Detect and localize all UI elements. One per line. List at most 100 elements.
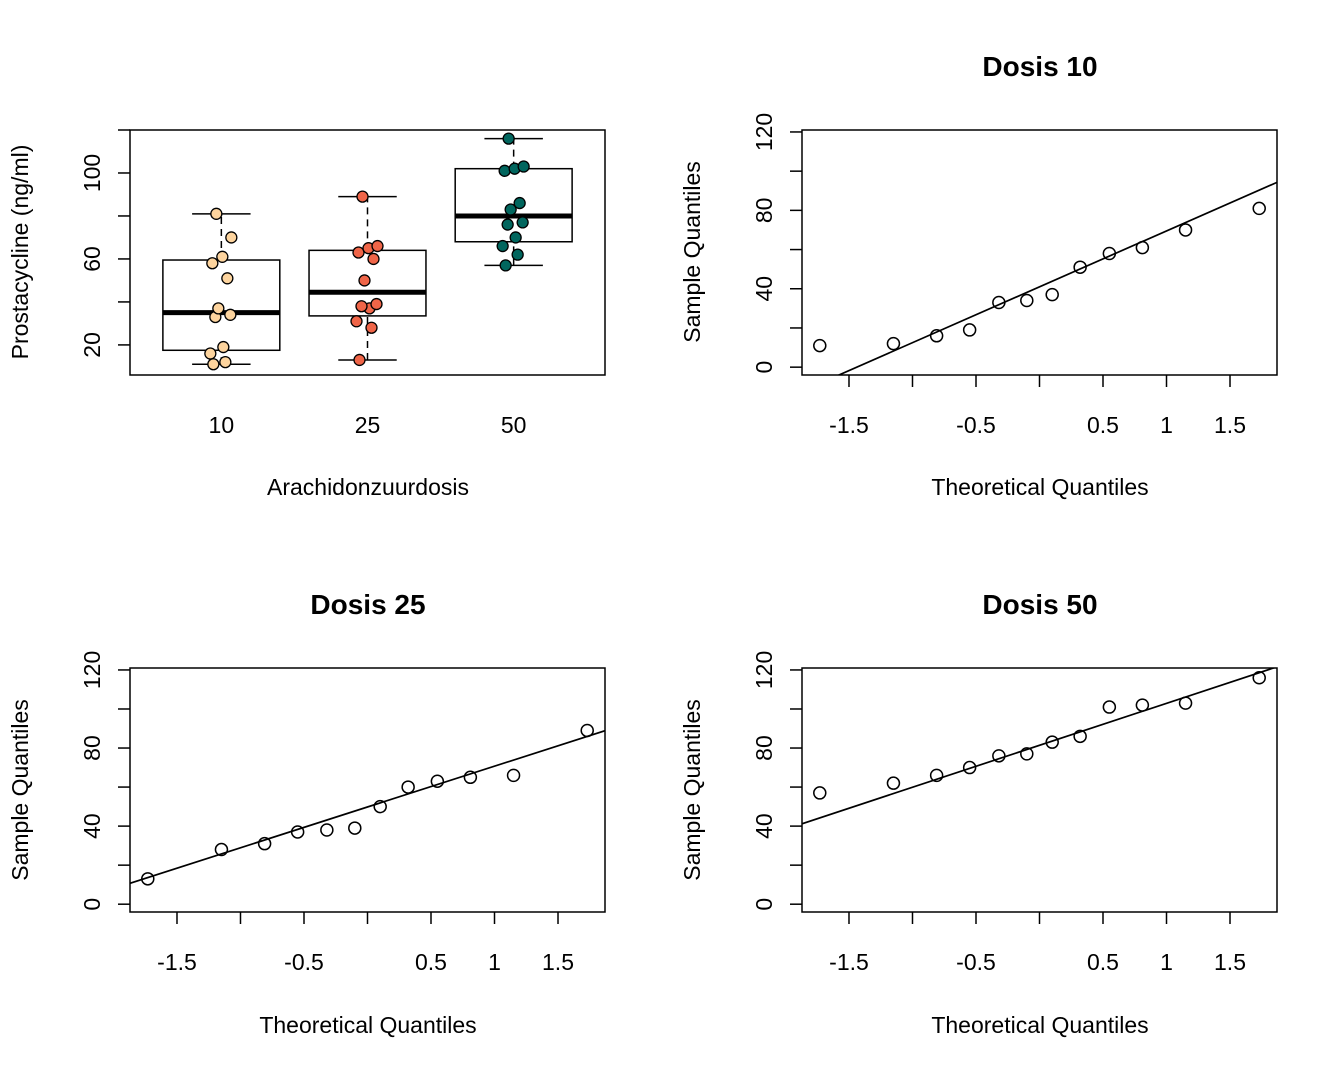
data-point: [992, 295, 1006, 310]
data-point: [320, 823, 334, 837]
x-axis-label: Theoretical Quantiles: [931, 474, 1148, 500]
qq-reference-line: [802, 668, 1277, 825]
x-tick-label: 25: [355, 412, 381, 438]
data-point: [204, 347, 217, 360]
qq-points: [813, 201, 1266, 353]
data-point: [401, 780, 415, 794]
data-point: [1102, 700, 1117, 714]
data-point: [509, 231, 522, 244]
x-tick-label: 1.5: [1214, 949, 1246, 975]
x-tick-label: -1.5: [157, 949, 197, 975]
data-point: [1178, 223, 1193, 237]
boxplot-panel: Arachidonzuurdosis Prostacycline (ng/ml)…: [7, 129, 606, 500]
data-point: [813, 338, 827, 353]
data-point: [371, 239, 384, 253]
x-tick-label: 10: [209, 412, 235, 438]
y-axis: 0 40 80 120: [79, 651, 130, 911]
chart-title: Dosis 50: [982, 589, 1097, 620]
data-point: [367, 252, 380, 266]
data-point: [207, 358, 220, 371]
data-point: [929, 768, 944, 783]
data-point: [356, 190, 369, 203]
data-point: [1252, 671, 1266, 685]
points-25: [350, 190, 384, 367]
y-tick-label: 0: [79, 898, 105, 911]
x-axis-label: Theoretical Quantiles: [259, 1012, 476, 1038]
data-point: [216, 250, 229, 263]
data-point: [290, 825, 305, 839]
x-tick-label: -1.5: [829, 949, 869, 975]
data-point: [221, 272, 234, 285]
x-tick-label: -0.5: [956, 949, 996, 975]
qq-plot-dosis-50: Dosis 50 Theoretical Quantiles Sample Qu…: [679, 589, 1278, 1038]
data-point: [225, 231, 238, 244]
data-point: [358, 274, 371, 287]
data-point: [1178, 696, 1193, 710]
plot-frame: [801, 667, 1278, 913]
data-point: [217, 340, 230, 354]
qq-reference-line: [130, 729, 605, 885]
qq-plot-dosis-25: Dosis 25 Theoretical Quantiles Sample Qu…: [7, 589, 606, 1038]
y-tick-label: 40: [79, 813, 105, 839]
data-point: [224, 308, 237, 321]
x-tick-label: 0.5: [415, 949, 447, 975]
y-tick-label: 120: [751, 651, 777, 689]
data-point: [962, 323, 977, 337]
data-point: [1073, 260, 1087, 274]
data-point: [430, 774, 445, 788]
qq-plot-dosis-10: Dosis 10 Theoretical Quantiles Sample Qu…: [679, 51, 1278, 500]
data-point: [1135, 698, 1150, 712]
qq-points: [141, 723, 594, 886]
data-point: [498, 164, 511, 177]
data-point: [516, 216, 529, 229]
data-point: [212, 302, 225, 315]
y-tick-label: 120: [79, 651, 105, 689]
data-point: [355, 300, 368, 313]
data-point: [499, 259, 512, 272]
x-tick-label: 0.5: [1087, 949, 1119, 975]
x-tick-label: 50: [501, 412, 527, 438]
qq-points: [813, 671, 1266, 800]
data-point: [506, 768, 521, 783]
y-tick-label: 80: [751, 198, 777, 224]
data-point: [206, 257, 219, 270]
data-point: [1045, 735, 1059, 749]
x-tick-label: 1: [1160, 412, 1173, 438]
data-point: [1102, 246, 1117, 261]
points-50: [496, 132, 530, 272]
data-point: [210, 207, 223, 220]
data-point: [929, 329, 944, 343]
data-point: [992, 749, 1006, 763]
x-tick-label: 0.5: [1087, 412, 1119, 438]
data-point: [1020, 293, 1034, 308]
y-tick-label: 40: [751, 813, 777, 839]
x-axis: -1.5 -0.5 0.5 1 1.5: [829, 375, 1246, 438]
y-tick-label: 0: [751, 361, 777, 374]
y-tick-label: 120: [751, 113, 777, 151]
data-point: [1020, 747, 1034, 761]
data-point: [365, 321, 378, 334]
data-point: [513, 196, 526, 210]
y-axis-label: Prostacycline (ng/ml): [7, 145, 33, 360]
plot-frame: [129, 129, 606, 376]
data-point: [219, 355, 232, 369]
y-tick-label: 60: [79, 246, 105, 272]
data-point: [1135, 240, 1150, 255]
data-point: [886, 776, 901, 790]
points-10: [204, 207, 238, 371]
y-tick-label: 20: [79, 332, 105, 358]
data-point: [962, 760, 977, 775]
y-axis: 20 60 100: [79, 129, 130, 358]
data-point: [1073, 729, 1087, 744]
y-axis-label: Sample Quantiles: [679, 161, 705, 343]
data-point: [373, 799, 387, 814]
y-tick-label: 80: [79, 735, 105, 761]
y-axis-label: Sample Quantiles: [679, 699, 705, 881]
plot-frame: [129, 667, 606, 913]
x-axis-label: Arachidonzuurdosis: [267, 474, 469, 500]
chart-title: Dosis 10: [982, 51, 1097, 82]
x-tick-label: -0.5: [956, 412, 996, 438]
data-point: [214, 842, 229, 857]
data-point: [501, 218, 514, 231]
